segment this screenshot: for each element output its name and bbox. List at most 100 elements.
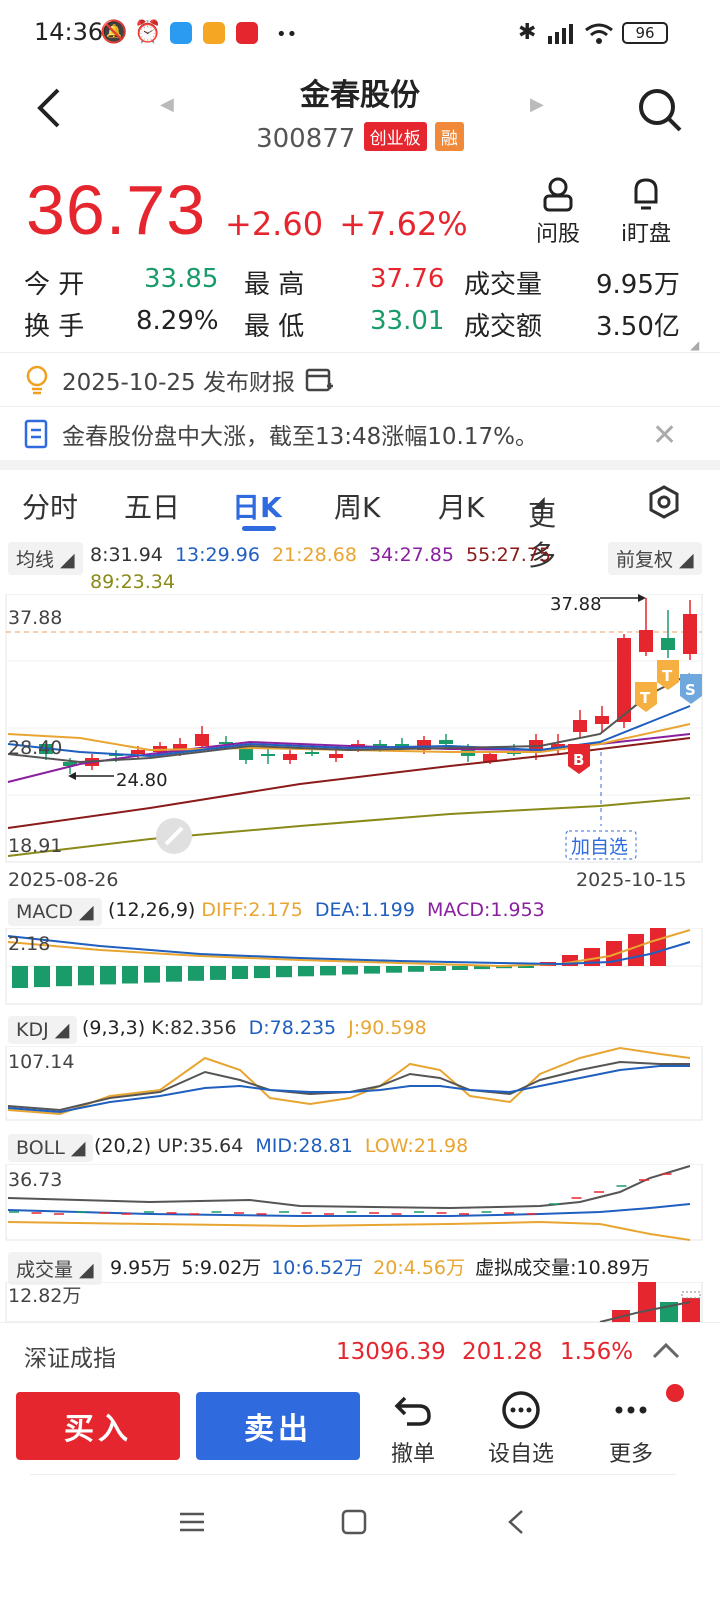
watch-board-label: i盯盘 <box>620 222 672 247</box>
index-bar[interactable]: 深证成指 13096.39 201.28 1.56% <box>0 1322 720 1380</box>
macd-bar <box>430 966 446 971</box>
macd-bar <box>518 966 534 968</box>
volume-v20: 20:4.56万 <box>373 1257 466 1279</box>
boll-legend: (20,2) UP:35.64 MID:28.81 LOW:21.98 <box>94 1135 468 1157</box>
ask-stock-label: 问股 <box>535 222 580 247</box>
adjust-label: 前复权 <box>616 549 674 571</box>
watch-board-button[interactable]: i盯盘 <box>614 176 678 248</box>
kdj-selector[interactable]: KDJ ◢ <box>8 1016 78 1044</box>
high-marker-label: 37.88 <box>550 594 602 615</box>
candle-body <box>219 742 233 744</box>
more-notifications-icon: •• <box>276 24 298 45</box>
volume-selector[interactable]: 成交量 ◢ <box>8 1252 102 1285</box>
notification-dot <box>666 1384 684 1402</box>
index-change: 201.28 <box>462 1339 543 1365</box>
earnings-notice[interactable]: 2025-10-25 发布财报 <box>24 362 335 398</box>
tab-weekly-k[interactable]: 周K <box>334 491 381 524</box>
stock-code: 300877 <box>256 124 356 154</box>
tab-daily-k[interactable]: 日K <box>232 491 282 524</box>
boll-params: (20,2) <box>94 1135 152 1157</box>
volume-legend: 9.95万 5:9.02万 10:6.52万 20:4.56万 虚拟成交量:10… <box>110 1253 650 1280</box>
menu-icon[interactable] <box>178 1510 206 1534</box>
kdj-legend: (9,3,3) K:82.356 D:78.235 J:90.598 <box>82 1017 427 1039</box>
prev-stock-icon[interactable]: ◀ <box>160 94 174 115</box>
alarm-icon: ⏰ <box>134 20 162 45</box>
search-icon[interactable] <box>636 86 684 138</box>
board-tag: 创业板 <box>363 122 427 151</box>
candle-body <box>639 630 653 652</box>
candle-body <box>617 638 631 722</box>
close-icon[interactable]: ✕ <box>652 418 678 453</box>
divider <box>30 1474 676 1475</box>
ma8-value: 8:31.94 <box>90 544 163 566</box>
app-notification-icon <box>203 22 225 44</box>
quote-table: 今 开 33.85 最 高 37.76 成交量 9.95万 换 手 8.29% … <box>24 264 694 344</box>
change-value: +2.60 <box>225 205 324 243</box>
tab-intraday[interactable]: 分时 <box>22 491 79 524</box>
boll-ticks-group <box>9 1173 672 1215</box>
buy-button[interactable]: 买入 <box>16 1392 180 1460</box>
news-notice[interactable]: 金春股份盘中大涨，截至13:48涨幅10.17%。 <box>24 416 538 452</box>
home-icon[interactable] <box>340 1508 368 1536</box>
macd-y-top: 2.18 <box>8 933 50 955</box>
open-value: 33.85 <box>144 264 219 294</box>
candle-body <box>261 754 275 756</box>
s-signal-badge <box>680 674 702 704</box>
dropdown-icon: ◢ <box>534 494 545 510</box>
ma13-value: 13:29.96 <box>174 544 260 566</box>
ma89-value: 89:23.34 <box>90 571 175 593</box>
bottom-toolbar: 买入 卖出 撤单 设自选 更多 <box>0 1380 720 1480</box>
add-watchlist-label: 设自选 <box>487 1442 554 1467</box>
turnover-label: 换 手 <box>24 312 85 342</box>
macd-bar <box>320 966 336 976</box>
back-button[interactable] <box>30 86 70 130</box>
sell-button[interactable]: 卖出 <box>196 1392 360 1460</box>
date-start: 2025-08-26 <box>8 869 118 891</box>
kdj-d: D:78.235 <box>248 1017 337 1039</box>
ask-stock-button[interactable]: 问股 <box>528 176 588 248</box>
tab-monthly-k[interactable]: 月K <box>438 491 485 524</box>
volume-chart: 12.82万 <box>5 1282 703 1322</box>
candle-body <box>173 744 187 752</box>
candle-body <box>573 720 587 732</box>
macd-bar <box>188 966 204 981</box>
boll-selector[interactable]: BOLL ◢ <box>8 1134 94 1162</box>
macd-bar <box>100 966 116 985</box>
ma-selector[interactable]: 均线 ◢ <box>8 542 83 575</box>
macd-selector[interactable]: MACD ◢ <box>8 898 102 926</box>
chevron-up-icon[interactable] <box>652 1341 680 1361</box>
macd-bar <box>78 966 94 986</box>
chart-y-bottom: 18.91 <box>8 835 62 857</box>
macd-value: MACD:1.953 <box>427 899 545 921</box>
calendar-add-icon[interactable] <box>305 366 335 394</box>
diff-line <box>7 929 691 968</box>
add-watchlist-button[interactable]: 设自选 <box>476 1390 566 1468</box>
boll-mid: MID:28.81 <box>255 1135 353 1157</box>
add-watch-tag[interactable] <box>565 830 637 860</box>
macd-chart: 2.18 <box>5 928 703 1005</box>
news-notice-text: 金春股份盘中大涨，截至13:48涨幅10.17%。 <box>62 424 538 450</box>
kdj-label: KDJ <box>16 1019 49 1041</box>
candlestick-chart[interactable]: 37.88 28.40 18.91 37.88 24.80 加自选 B T T … <box>0 594 720 894</box>
candle-body <box>329 754 343 758</box>
candle-body <box>131 750 145 754</box>
volume-ind-label: 成交量 <box>16 1259 74 1281</box>
stock-name: 金春股份 <box>300 78 420 113</box>
index-value: 13096.39 <box>336 1339 446 1365</box>
settings-hexagon-icon[interactable] <box>646 484 682 520</box>
person-icon <box>543 177 573 212</box>
cancel-order-button[interactable]: 撤单 <box>368 1390 458 1468</box>
date-end: 2025-10-15 <box>576 869 686 891</box>
macd-bar <box>584 948 600 966</box>
expand-corner-icon[interactable]: ◢ <box>690 338 700 352</box>
volume-v10: 10:6.52万 <box>271 1257 364 1279</box>
adjust-selector[interactable]: 前复权 ◢ <box>608 542 702 575</box>
macd-bar <box>166 966 182 982</box>
next-stock-icon[interactable]: ▶ <box>530 94 544 115</box>
candle-body <box>461 750 475 756</box>
tab-five-day[interactable]: 五日 <box>124 491 181 524</box>
more-button[interactable]: 更多 <box>586 1390 676 1468</box>
chart-y-top: 37.88 <box>8 607 62 629</box>
macd-dea: DEA:1.199 <box>314 899 415 921</box>
back-nav-icon[interactable] <box>504 1508 528 1536</box>
